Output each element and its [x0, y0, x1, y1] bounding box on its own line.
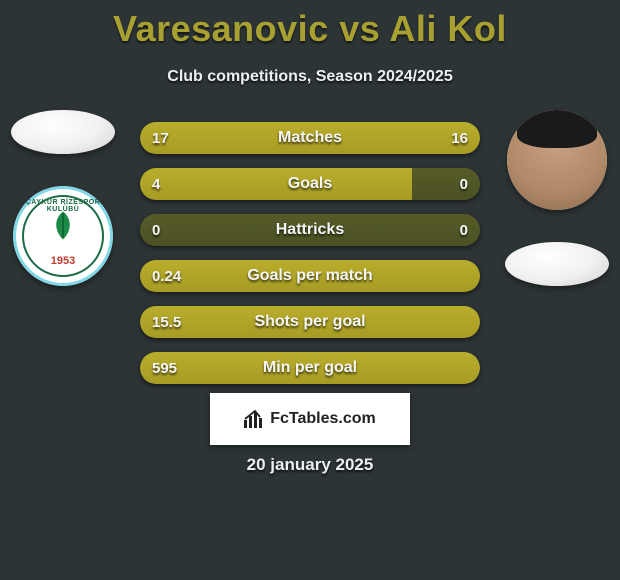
stat-row-goals: 4 Goals 0 [140, 168, 480, 200]
value-left: 0 [152, 214, 160, 246]
page-subtitle: Club competitions, Season 2024/2025 [0, 68, 620, 86]
bar-chart-icon [244, 410, 264, 428]
leaf-icon [45, 208, 81, 249]
branding-text: FcTables.com [270, 410, 376, 428]
value-left: 595 [152, 352, 177, 384]
bar-left [140, 352, 480, 384]
bar-left [140, 260, 480, 292]
stats-bars: 17 Matches 16 4 Goals 0 0 Hattricks 0 0.… [140, 122, 480, 398]
branding-badge: FcTables.com [210, 393, 410, 445]
club-badge-year: 1953 [16, 255, 110, 267]
page-title: Varesanovic vs Ali Kol [0, 0, 620, 50]
value-right: 16 [451, 122, 468, 154]
stat-row-goals-per-match: 0.24 Goals per match [140, 260, 480, 292]
bar-left [140, 306, 480, 338]
player-right-avatar [507, 110, 607, 210]
stat-row-min-per-goal: 595 Min per goal [140, 352, 480, 384]
player-left-club-badge: ÇAYKUR RİZESPOR KULÜBÜ 1953 [13, 186, 113, 286]
stat-row-shots-per-goal: 15.5 Shots per goal [140, 306, 480, 338]
player-right-club-badge [505, 242, 609, 286]
player-left-avatar [11, 110, 115, 154]
value-left: 0.24 [152, 260, 181, 292]
face-placeholder [507, 110, 607, 210]
stat-label: Hattricks [140, 214, 480, 246]
left-player-column: ÇAYKUR RİZESPOR KULÜBÜ 1953 [8, 110, 118, 286]
stat-row-hattricks: 0 Hattricks 0 [140, 214, 480, 246]
value-right: 0 [460, 214, 468, 246]
value-left: 4 [152, 168, 160, 200]
right-player-column [502, 110, 612, 286]
snapshot-date: 20 january 2025 [0, 455, 620, 475]
value-right: 0 [460, 168, 468, 200]
club-badge: ÇAYKUR RİZESPOR KULÜBÜ 1953 [13, 186, 113, 286]
value-left: 15.5 [152, 306, 181, 338]
bar-left [140, 168, 412, 200]
stat-row-matches: 17 Matches 16 [140, 122, 480, 154]
value-left: 17 [152, 122, 169, 154]
